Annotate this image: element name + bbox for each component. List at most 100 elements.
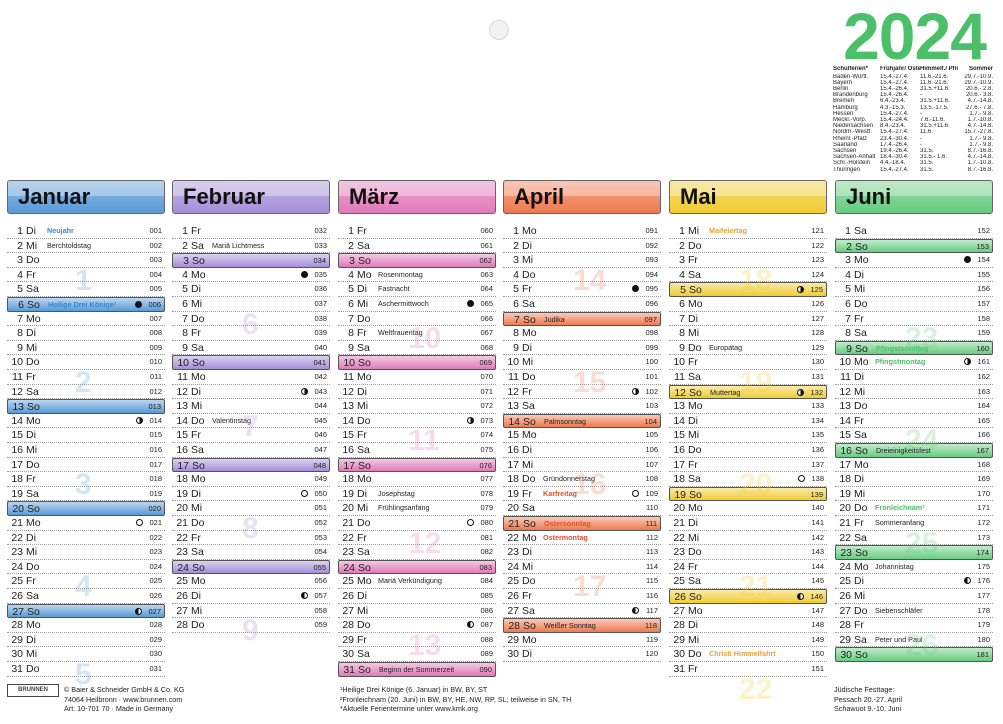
weekday: So — [689, 591, 702, 603]
sunday-row: 24 So 055 — [172, 559, 330, 575]
day-of-year: 177 — [977, 591, 990, 600]
day-of-year: 057 — [314, 591, 327, 600]
day-of-year: 086 — [480, 605, 493, 615]
day-of-year: 149 — [811, 634, 824, 644]
weekday: Mo — [357, 575, 372, 588]
day-number: 23 — [840, 547, 852, 560]
sunday-row: 24 So 083 — [338, 559, 496, 575]
holidays-cell: Nordrh.-Westf. — [833, 129, 872, 136]
day-number: 8 — [845, 327, 851, 340]
day-of-year: 027 — [148, 606, 161, 616]
day-number: 19 — [342, 487, 354, 500]
day-number: 11 — [508, 371, 519, 383]
day-row: 13 Sa 103 — [503, 399, 661, 414]
day-of-year: 141 — [811, 518, 824, 527]
day-of-year: 109 — [645, 488, 658, 498]
weekday: Mo — [854, 458, 869, 471]
holidays-cell: 8.7.-16.8. — [967, 166, 993, 173]
day-row: 6 Mi 037 — [172, 297, 330, 312]
day-of-year: 037 — [314, 299, 327, 308]
day-of-year: 100 — [645, 357, 658, 367]
weekday: Do — [688, 444, 702, 456]
day-of-year: 133 — [811, 401, 824, 411]
day-number: 20 — [176, 502, 188, 515]
day-of-year: 003 — [149, 255, 162, 265]
day-number: 31 — [673, 663, 685, 675]
day-number: 30 — [840, 649, 852, 662]
moon-phase-icon — [797, 388, 804, 396]
day-number: 11 — [840, 371, 851, 383]
weekday: Di — [26, 429, 36, 442]
day-row: 21 Di 141 — [669, 516, 827, 531]
day-event: Peter und Paul — [875, 634, 923, 644]
sunday-row: 3 So 034 — [172, 253, 330, 268]
day-row: 17 Do 017 — [7, 458, 165, 473]
weekday: Fr — [357, 531, 367, 544]
weekday: Fr — [357, 429, 367, 442]
weekday: Fr — [854, 312, 864, 325]
day-number: 16 — [342, 444, 354, 456]
day-of-year: 098 — [645, 328, 658, 338]
day-of-year: 045 — [314, 415, 327, 425]
day-of-year: 089 — [480, 649, 493, 659]
weekday: Di — [522, 239, 532, 252]
day-number: 16 — [176, 444, 188, 456]
day-number: 13 — [839, 400, 851, 413]
day-of-year: 056 — [314, 576, 327, 586]
week-number: 20 — [739, 468, 773, 502]
day-row: 15 Mi 135 — [669, 428, 827, 443]
day-row: 14 Fr 165 — [835, 414, 993, 429]
day-row: 1 Mo 091 — [503, 224, 661, 239]
day-number: 6 — [513, 298, 519, 310]
day-row: 15 Di 015 — [7, 428, 165, 443]
holidays-cell: 7.6.-11.6. — [920, 116, 945, 123]
day-of-year: 113 — [646, 547, 658, 557]
day-of-year: 043 — [314, 386, 327, 396]
day-of-year: 008 — [149, 328, 162, 338]
weekday: Do — [191, 619, 205, 632]
day-number: 4 — [513, 268, 519, 281]
jewish-title: Jüdische Festtage: — [834, 685, 895, 694]
holidays-cell: Brandenburg — [833, 92, 868, 99]
day-row: 29 Di 029 — [7, 633, 165, 648]
weekday: So — [689, 386, 702, 399]
moon-phase-icon — [467, 300, 474, 307]
weekday: Mi — [522, 356, 534, 369]
hanging-hole — [489, 20, 509, 40]
weekday: Fr — [26, 268, 36, 281]
day-row: 12 Fr 102 — [503, 385, 661, 400]
day-of-year: 134 — [811, 415, 824, 425]
day-number: 29 — [342, 633, 354, 646]
day-row: 2 Sa 061 — [338, 239, 496, 254]
holidays-cell: Sachsen — [833, 147, 857, 154]
day-of-year: 117 — [646, 605, 658, 615]
moon-phase-icon — [135, 301, 142, 308]
day-row: 20 Mi 051 — [172, 501, 330, 516]
day-row: 20 Mo 140 — [669, 501, 827, 516]
holidays-cell: Berlin — [833, 85, 849, 92]
weekday: Fr — [191, 327, 201, 340]
holidays-cell: 17.4.-26.4. — [880, 141, 909, 148]
day-row: 17 Fr 137 — [669, 458, 827, 473]
weekday: So — [27, 605, 40, 618]
day-number: 15 — [342, 429, 354, 442]
day-number: 16 — [507, 444, 519, 456]
weekday: Mo — [26, 414, 41, 427]
day-row: 12 Sa 012 — [7, 385, 165, 400]
day-row: 21 Do 080 — [338, 516, 496, 531]
header-gloss — [670, 181, 826, 197]
day-row: 2 Sa Mariä Lichtmess 033 — [172, 239, 330, 254]
sunday-row: 5 So 125 — [669, 282, 827, 297]
day-row: 19 Di Josephstag 078 — [338, 487, 496, 502]
day-event: Ostermontag — [543, 532, 588, 542]
day-row: 26 Sa 026 — [7, 589, 165, 604]
day-number: 16 — [840, 445, 852, 457]
day-row: 27 Mo 147 — [669, 604, 827, 619]
day-number: 10 — [507, 356, 519, 369]
day-row: 17 Mo 168 — [835, 458, 993, 473]
weekday: Mo — [26, 517, 41, 529]
day-of-year: 030 — [149, 649, 162, 659]
day-of-year: 059 — [314, 620, 327, 630]
day-of-year: 038 — [314, 313, 327, 323]
day-number: 22 — [839, 531, 851, 544]
